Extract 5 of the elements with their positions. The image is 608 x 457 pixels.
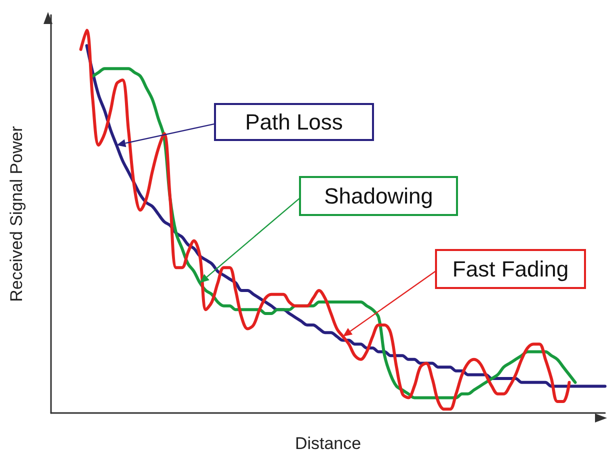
x-axis-title: Distance — [294, 434, 362, 453]
text: Shadowing — [324, 184, 433, 208]
y-axis-title: Received Signal Power — [7, 126, 26, 302]
text: Fast Fading — [452, 256, 569, 282]
legend-label: Path Loss — [245, 110, 343, 134]
